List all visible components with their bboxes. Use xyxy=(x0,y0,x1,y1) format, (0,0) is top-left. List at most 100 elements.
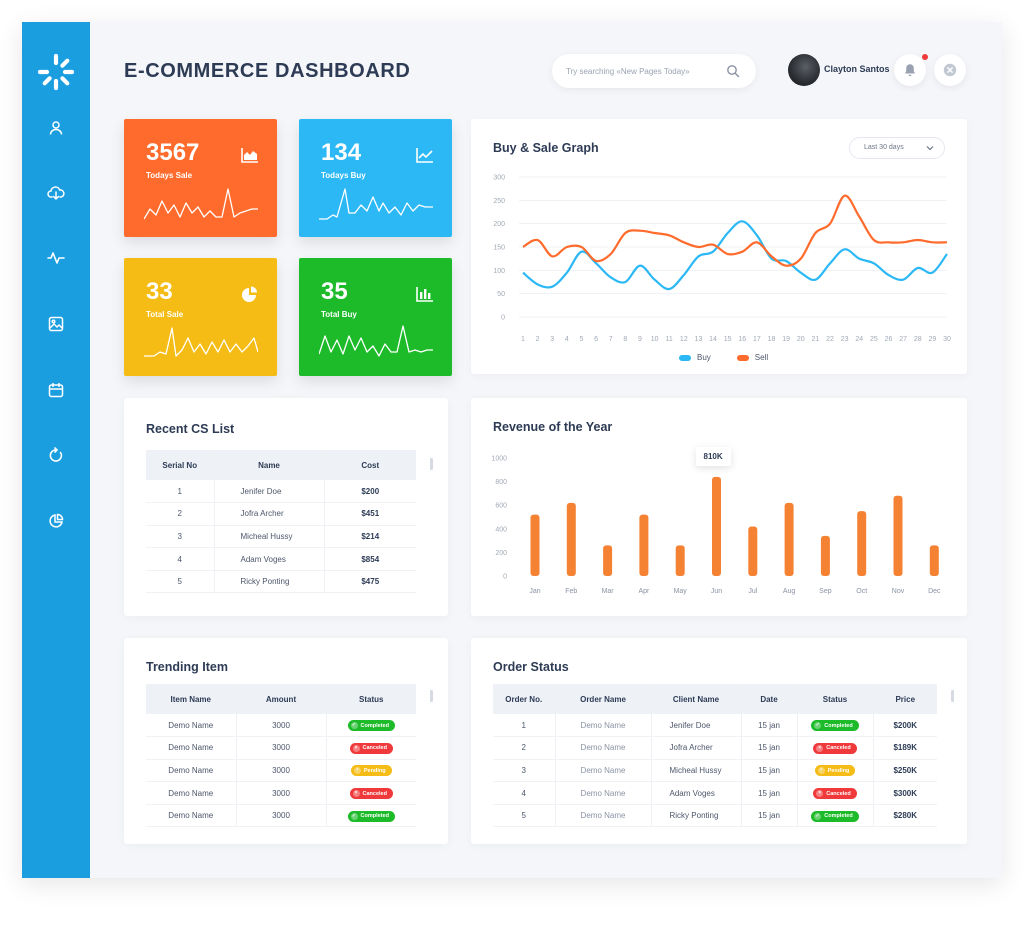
status-label: Completed xyxy=(360,813,389,820)
notifications-button[interactable] xyxy=(894,54,926,86)
table-scrollbar[interactable] xyxy=(951,690,954,702)
sidebar-item-user[interactable] xyxy=(42,114,70,142)
table-scrollbar[interactable] xyxy=(430,458,433,470)
order-name-cell: Demo Name xyxy=(554,759,651,783)
stat-card-todays-sale[interactable]: 3567 Todays Sale xyxy=(124,119,277,237)
bar-aug[interactable] xyxy=(784,502,794,576)
x-tick-label: 27 xyxy=(899,336,907,343)
price-cell: $300K xyxy=(872,781,937,805)
status-cell: • Pending xyxy=(325,759,416,783)
table-row[interactable]: 2 Demo Name Jofra Archer 15 jan × Canceled $18… xyxy=(493,736,937,760)
bar-nov[interactable] xyxy=(893,495,903,576)
table-row[interactable]: 4 Demo Name Adam Voges 15 jan × Canceled $300K xyxy=(493,781,937,805)
bar-oct[interactable] xyxy=(857,511,867,576)
table-row[interactable]: 2 Jofra Archer $451 xyxy=(146,502,416,526)
table-row[interactable]: 4 Adam Voges $854 xyxy=(146,547,416,571)
stat-card-total-buy[interactable]: 35 Total Buy xyxy=(299,258,452,376)
bar-feb[interactable] xyxy=(566,502,576,576)
bar-jan[interactable] xyxy=(530,514,540,576)
sidebar-item-refresh[interactable] xyxy=(42,441,70,469)
stat-card-total-sale[interactable]: 33 Total Sale xyxy=(124,258,277,376)
bar-mar[interactable] xyxy=(603,545,613,576)
stat-card-todays-buy[interactable]: 134 Todays Buy xyxy=(299,119,452,237)
search-icon[interactable] xyxy=(726,64,740,78)
table-row[interactable]: 3 Micheal Hussy $214 xyxy=(146,525,416,549)
status-label: Canceled xyxy=(826,745,851,752)
status-badge: ✓ Completed xyxy=(811,720,859,732)
table-scrollbar[interactable] xyxy=(430,690,433,702)
table-row[interactable]: Demo Name 3000 × Canceled xyxy=(146,736,416,760)
table-row[interactable]: 1 Jenifer Doe $200 xyxy=(146,480,416,504)
stat-label: Todays Sale xyxy=(146,171,193,180)
amount-cell: 3000 xyxy=(235,781,326,805)
close-button[interactable] xyxy=(934,54,966,86)
order-status-card: Order Status Order No. Order Name Client… xyxy=(471,638,967,844)
cancel-icon: × xyxy=(816,744,824,752)
table-row[interactable]: 5 Ricky Ponting $475 xyxy=(146,570,416,594)
table-row[interactable]: Demo Name 3000 × Canceled xyxy=(146,781,416,805)
search-box[interactable] xyxy=(552,54,756,88)
avatar[interactable] xyxy=(788,54,820,86)
column-header: Date xyxy=(740,684,797,714)
user-icon xyxy=(49,121,63,135)
y-tick-label: 300 xyxy=(493,175,505,182)
column-header: Order No. xyxy=(493,684,555,714)
bar-dec[interactable] xyxy=(929,545,939,576)
status-cell: × Canceled xyxy=(325,736,416,760)
status-cell: × Canceled xyxy=(796,736,873,760)
serial-cell: 1 xyxy=(146,480,214,504)
recent-cs-table: Serial No Name Cost 1 Jenifer Doe $200 2 Jof… xyxy=(146,450,416,594)
buy-sale-card: Buy & Sale Graph Last 30 days 0 50 100 150 2… xyxy=(471,119,967,374)
bar-may[interactable] xyxy=(675,545,685,576)
table-row[interactable]: 1 Demo Name Jenifer Doe 15 jan ✓ Completed $20… xyxy=(493,714,937,738)
sidebar-item-download[interactable] xyxy=(42,179,70,207)
x-tick-label: 14 xyxy=(709,336,717,343)
sidebar-item-calendar[interactable] xyxy=(42,376,70,404)
status-label: Canceled xyxy=(362,745,387,752)
order-name-cell: Demo Name xyxy=(554,714,651,738)
status-label: Completed xyxy=(824,722,853,729)
sparkline xyxy=(319,325,433,357)
table-row[interactable]: Demo Name 3000 • Pending xyxy=(146,759,416,783)
check-icon: ✓ xyxy=(350,812,358,820)
table-row[interactable]: 5 Demo Name Ricky Ponting 15 jan ✓ Completed $… xyxy=(493,804,937,828)
column-header: Serial No xyxy=(146,450,214,480)
status-badge: × Canceled xyxy=(349,788,393,800)
bar-jun[interactable] xyxy=(712,476,721,576)
date-range-select[interactable]: Last 30 days xyxy=(849,137,945,159)
table-row[interactable]: Demo Name 3000 ✓ Completed xyxy=(146,804,416,828)
amount-cell: 3000 xyxy=(235,804,326,828)
x-tick-label: 23 xyxy=(841,336,849,343)
cancel-icon: × xyxy=(816,790,824,798)
order-status-table: Order No. Order Name Client Name Date St… xyxy=(493,684,937,828)
page-title: E-COMMERCE DASHBOARD xyxy=(124,60,411,82)
sidebar-item-reports[interactable] xyxy=(42,507,70,535)
serial-cell: 3 xyxy=(146,525,214,549)
x-tick-label: 26 xyxy=(885,336,893,343)
recent-cs-card: Recent CS List Serial No Name Cost 1 Jeni… xyxy=(124,398,448,616)
search-input[interactable] xyxy=(566,62,716,80)
status-label: Canceled xyxy=(826,790,851,797)
cancel-icon: × xyxy=(352,744,360,752)
main-content: E-COMMERCE DASHBOARD Clayton Santos 3567… xyxy=(90,22,1002,878)
user-name[interactable]: Clayton Santos xyxy=(824,64,890,74)
revenue-card: Revenue of the Year 0 200 400 600 800 1000 Jan… xyxy=(471,398,967,616)
bar-sep[interactable] xyxy=(820,535,830,576)
order-name-cell: Demo Name xyxy=(554,804,651,828)
table-row[interactable]: Demo Name 3000 ✓ Completed xyxy=(146,714,416,738)
x-tick-label: 28 xyxy=(914,336,922,343)
x-tick-label: 15 xyxy=(724,336,732,343)
sparkline xyxy=(319,188,433,220)
sidebar-item-activity[interactable] xyxy=(42,244,70,272)
sidebar-item-gallery[interactable] xyxy=(42,310,70,338)
bar-apr[interactable] xyxy=(639,514,649,576)
check-icon: ✓ xyxy=(350,722,358,730)
table-row[interactable]: 3 Demo Name Micheal Hussy 15 jan • Pending $25… xyxy=(493,759,937,783)
image-icon xyxy=(48,316,64,332)
status-label: Completed xyxy=(824,813,853,820)
series-line-buy xyxy=(522,220,948,291)
x-tick-label: 10 xyxy=(651,336,659,343)
status-badge: ✓ Completed xyxy=(347,720,395,732)
bar-jul[interactable] xyxy=(748,526,758,576)
